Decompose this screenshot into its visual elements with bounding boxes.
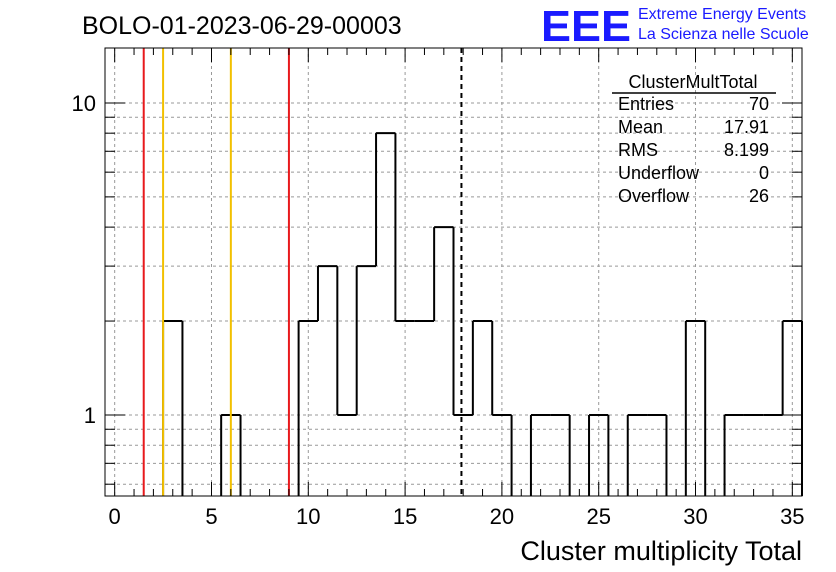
marker-lines [142,48,463,496]
x-tick-label: 0 [109,504,121,529]
plot-frame [104,47,803,497]
stats-row-value: 26 [749,186,769,206]
axis-ticks [105,48,802,496]
x-tick-label: 15 [393,504,417,529]
eee-logo-letters: EEE [541,2,631,51]
x-tick-label: 25 [586,504,610,529]
tick-labels: 0 5 10 15 20 25 30 35 1 10 [72,91,805,529]
x-tick-label: 35 [780,504,804,529]
stats-row-label: Mean [618,117,663,137]
histogram-bins [162,132,803,496]
x-tick-label: 20 [490,504,514,529]
stats-row-value: 0 [759,163,769,183]
x-tick-label: 10 [296,504,320,529]
stats-row-value: 17.91 [724,117,769,137]
x-axis-label: Cluster multiplicity Total [520,536,802,566]
eee-logo-line1: Extreme Energy Events [638,6,806,23]
stats-row-label: Entries [618,94,674,114]
stats-row-value: 70 [749,94,769,114]
stats-row-label: Underflow [618,163,700,183]
stats-row-value: 8.199 [724,140,769,160]
stats-row-label: Overflow [618,186,690,206]
chart-title: BOLO-01-2023-06-29-00003 [82,12,402,40]
eee-logo: EEE Extreme Energy Events La Scienza nel… [541,2,809,51]
stats-title: ClusterMultTotal [628,72,757,92]
stats-row-label: RMS [618,140,658,160]
x-tick-label: 5 [205,504,217,529]
x-tick-label: 30 [683,504,707,529]
y-tick-label: 10 [72,91,96,116]
stats-box: ClusterMultTotal Entries 70 Mean 17.91 RMS 8.… [612,72,776,206]
eee-logo-line2: La Scienza nelle Scuole [638,26,809,43]
y-tick-label: 1 [84,403,96,428]
